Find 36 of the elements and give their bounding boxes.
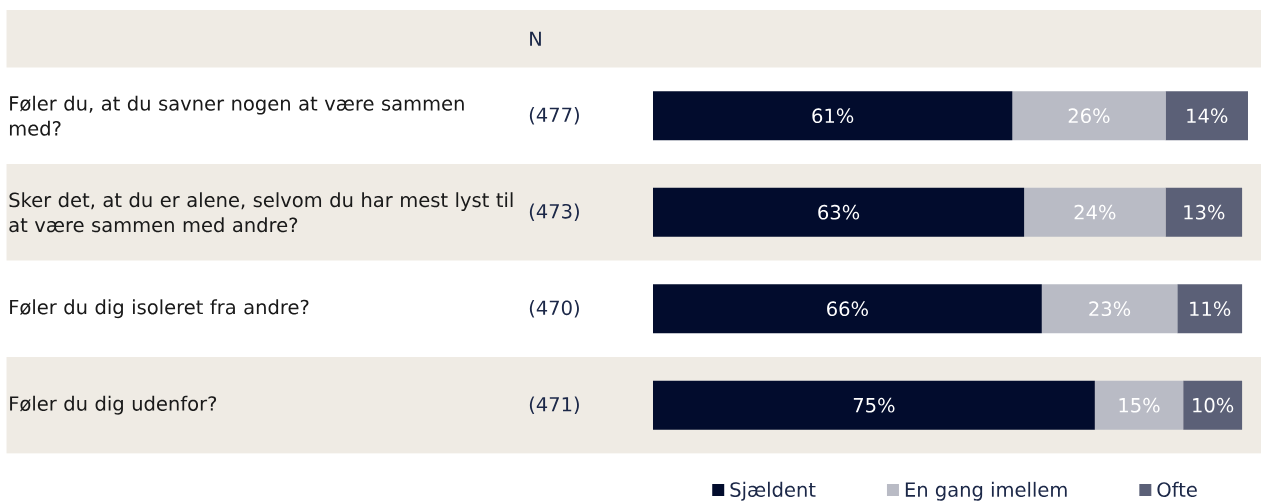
y-tick-label: Føler du, at du savner nogen at være sammen med?	[9, 95, 464, 136]
bar	[1012, 91, 1166, 141]
data-label: 11%	[1190, 301, 1231, 317]
text: (477)	[529, 107, 579, 125]
text: (470)	[529, 300, 579, 318]
bar	[1165, 91, 1248, 141]
text: (471)	[529, 396, 579, 414]
bar	[1165, 187, 1243, 237]
bar	[1177, 284, 1243, 334]
bar	[653, 91, 1013, 141]
data-label: 75%	[853, 397, 895, 413]
bar	[653, 187, 1025, 237]
data-label: 66%	[827, 301, 868, 317]
bar	[653, 380, 1095, 430]
text: (473)	[529, 203, 579, 221]
data-label: 61%	[812, 108, 854, 124]
y-tick-label: Føler du dig udenfor?	[10, 395, 217, 415]
y-tick-label: Sker det, at du er alene, selvom du har mest lyst til at være sammen med andre?	[9, 192, 513, 233]
bar	[1183, 380, 1243, 430]
data-label: 10%	[1193, 397, 1234, 413]
legend-label: En gang imellem	[905, 481, 1067, 501]
data-label: 14%	[1187, 108, 1228, 124]
data-label: 24%	[1074, 204, 1116, 220]
y-tick-label: Føler du dig isoleret fra andre?	[10, 299, 309, 319]
legend-label: Sjældent	[730, 481, 816, 501]
bar	[1041, 284, 1178, 334]
text: N	[530, 31, 541, 46]
data-label: 26%	[1068, 108, 1110, 124]
data-label: 23%	[1089, 301, 1131, 317]
legend-label: Ofte	[1157, 481, 1197, 497]
data-label: 63%	[818, 204, 860, 220]
bar	[1024, 187, 1166, 237]
bar	[1094, 380, 1184, 430]
data-label: 13%	[1184, 204, 1225, 220]
bar	[653, 284, 1042, 334]
data-label: 15%	[1119, 397, 1160, 413]
